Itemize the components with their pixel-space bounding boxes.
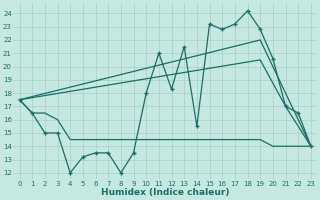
X-axis label: Humidex (Indice chaleur): Humidex (Indice chaleur): [101, 188, 229, 197]
